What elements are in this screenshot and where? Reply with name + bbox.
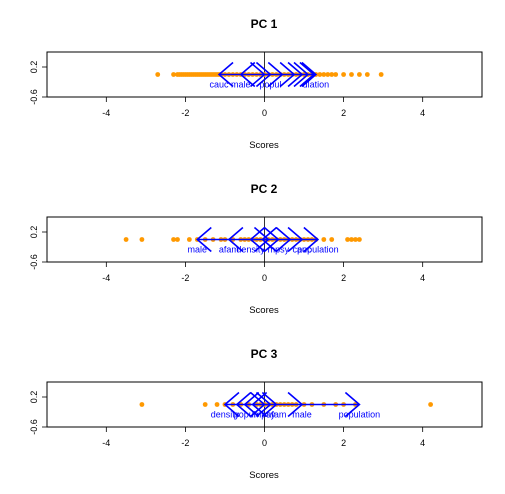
panel-1-title: PC 1 <box>251 17 278 31</box>
panel-1-arrow-label: male <box>231 80 251 90</box>
panel-2-score-point <box>186 237 192 242</box>
panel-1-x-tick-label: -4 <box>102 108 110 118</box>
panel-2-x-tick-label: -2 <box>181 273 189 283</box>
panel-3-loading-arrow <box>249 391 266 418</box>
panel-3-score-point <box>428 402 433 407</box>
panel-3-loading-arrow <box>261 391 278 418</box>
panel-1-y-tick-label: -0.6 <box>29 89 39 105</box>
panel-1-score-point <box>155 72 161 77</box>
panel-1-arrow-label: ulation <box>303 80 330 90</box>
panel-2-score-point <box>321 237 327 242</box>
panel-2-y-tick-label: -0.6 <box>29 254 39 270</box>
panel-2-x-axis-label: Scores <box>249 305 279 316</box>
panel-1-score-point <box>357 72 362 77</box>
panel-1-score-point <box>325 72 331 77</box>
panel-2-x-tick-label: 4 <box>420 273 425 283</box>
panel-2-x-tick-label: -4 <box>102 273 110 283</box>
panel-3-loading-arrow <box>223 391 240 418</box>
panel-3-arrow-label: afam <box>266 410 286 420</box>
panel-1-score-point <box>378 72 384 77</box>
panel-3-arrow-label: popul <box>234 410 256 420</box>
panel-1-x-tick-label: 4 <box>420 108 425 118</box>
panel-2-arrow-label: cauc <box>293 245 313 255</box>
panel-1-x-axis-label: Scores <box>249 140 279 151</box>
panel-2-loading-arrow <box>227 226 244 253</box>
panel-2-title: PC 2 <box>251 182 278 196</box>
panel-2-loading-arrow <box>261 226 278 253</box>
panel-3-loading-arrow <box>255 391 272 418</box>
panel-2-loading-arrow <box>287 226 304 253</box>
panel-2-arrow-label: afam <box>219 245 239 255</box>
panel-2-loading-arrow <box>253 226 270 253</box>
panel-2-score-point <box>329 237 335 242</box>
panel-3-score-point <box>214 402 220 407</box>
panel-3-loading-arrow <box>344 391 361 418</box>
panel-1-loading-arrow <box>299 61 316 88</box>
panel-1-x-tick-label: 0 <box>262 108 267 118</box>
panel-3-loading-arrow <box>287 391 304 418</box>
panel-3-arrow-label: population <box>339 410 381 420</box>
panel-3-x-tick-label: 2 <box>341 438 346 448</box>
panel-1-loading-arrow <box>293 61 310 88</box>
panel-2-score-point <box>349 237 354 242</box>
panel-3-title: PC 3 <box>251 347 278 361</box>
panel-2-score-point <box>123 237 129 242</box>
panel-1-loading-arrow <box>217 61 234 88</box>
panel-3-loading-arrow <box>235 391 252 418</box>
panel-1-x-tick-label: 2 <box>341 108 346 118</box>
panel-3-arrow-label: density <box>211 410 240 420</box>
panel-1-loading-arrow <box>287 61 304 88</box>
panel-1-score-point <box>321 72 327 77</box>
panel-2-x-tick-label: 2 <box>341 273 346 283</box>
panel-1-loading-arrow <box>239 61 256 88</box>
panel-2-score-point <box>139 237 145 242</box>
panel-1-loading-arrow <box>255 61 272 88</box>
panel-1-score-point <box>333 72 339 77</box>
panel-1-score-point <box>349 72 354 77</box>
panel-1-score-point <box>341 72 346 77</box>
panel-2-loading-arrow <box>275 226 292 253</box>
panel-2-arrow-label: mpsy <box>268 245 290 255</box>
panel-1-x-tick-label: -2 <box>181 108 189 118</box>
panel-1-arrow-label: popul <box>259 80 281 90</box>
panel-2-score-point <box>175 237 180 242</box>
panel-2-score-point <box>171 237 176 242</box>
panel-2-y-tick-label: 0.2 <box>29 226 39 239</box>
panel-3-arrow-label: mpsy <box>254 410 276 420</box>
panel-3-x-tick-label: -4 <box>102 438 110 448</box>
panel-2-score-point <box>345 237 350 242</box>
panel-2-x-tick-label: 0 <box>262 273 267 283</box>
panel-3-y-tick-label: 0.2 <box>29 391 39 404</box>
panel-3-score-point <box>139 402 145 407</box>
panel-2-loading-arrow <box>196 226 212 253</box>
panel-3-score-point <box>202 402 208 407</box>
panel-1-loading-arrow <box>279 61 296 88</box>
panel-2-arrow-label: population <box>297 245 339 255</box>
panel-2-arrow-label: male <box>188 245 208 255</box>
panel-2-loading-arrow <box>303 226 320 253</box>
panel-3-x-tick-label: -2 <box>181 438 189 448</box>
panel-1-score-point <box>364 72 370 77</box>
panel-1-loading-arrow <box>267 61 284 88</box>
panel-3-y-tick-label: -0.6 <box>29 419 39 435</box>
panel-1-score-point <box>317 72 323 77</box>
panel-1-loading-arrow <box>249 61 266 88</box>
panel-1-loading-arrow <box>301 61 318 88</box>
panel-3-x-axis-label: Scores <box>249 470 279 481</box>
panel-3-x-tick-label: 0 <box>262 438 267 448</box>
panel-1-y-tick-label: 0.2 <box>29 61 39 74</box>
panel-2-score-point <box>353 237 358 242</box>
panel-3-arrow-label: male <box>292 410 312 420</box>
panel-2-arrow-label: density <box>236 245 265 255</box>
panel-3-x-tick-label: 4 <box>420 438 425 448</box>
panel-1-arrow-label: cauc <box>210 80 230 90</box>
panel-2-score-point <box>357 237 362 242</box>
panel-2-loading-arrow <box>263 226 280 253</box>
panel-1-score-point <box>171 72 176 77</box>
panel-1-score-point <box>329 72 335 77</box>
